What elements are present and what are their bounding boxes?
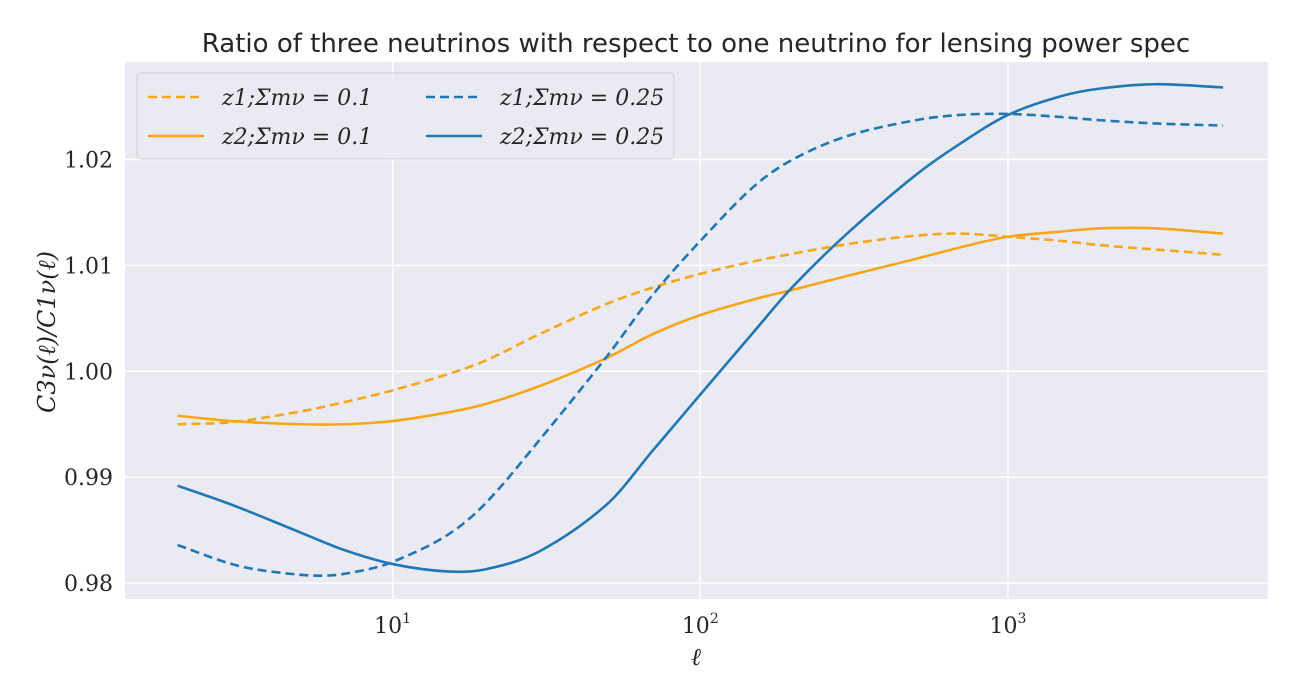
series-line-2 (177, 112, 1224, 578)
legend-box (136, 72, 675, 160)
series-line-0 (177, 232, 1224, 426)
x-axis-label: ℓ (691, 643, 701, 671)
y-tick-label-3: 1.01 (64, 254, 113, 279)
series-line-3 (177, 82, 1224, 574)
chart-title: Ratio of three neutrinos with respect to… (202, 29, 1190, 59)
legend-label-0: z1;Σmν = 0.1 (221, 86, 372, 111)
x-tick-label-1: 102 (682, 611, 719, 639)
legend: z1;Σmν = 0.1 z2;Σmν = 0.1 z1;Σmν = 0.25 z2;… (136, 72, 675, 160)
series-lines (177, 82, 1224, 578)
x-tick-label-0: 101 (374, 611, 411, 639)
x-tick-label-2: 103 (990, 611, 1027, 639)
series-line-1 (177, 226, 1224, 426)
tick-labels: 101 102 103 0.98 0.99 1.00 1.01 1.02 (64, 148, 1026, 639)
y-tick-label-4: 1.02 (64, 148, 113, 173)
legend-label-2: z1;Σmν = 0.25 (499, 86, 664, 111)
y-tick-label-1: 0.99 (64, 466, 113, 491)
y-tick-label-2: 1.00 (64, 360, 113, 385)
y-tick-label-0: 0.98 (64, 572, 113, 597)
y-axis-label: C3ν(ℓ)/C1ν(ℓ) (33, 251, 61, 413)
legend-label-1: z2;Σmν = 0.1 (221, 125, 372, 150)
legend-label-3: z2;Σmν = 0.25 (499, 125, 664, 150)
